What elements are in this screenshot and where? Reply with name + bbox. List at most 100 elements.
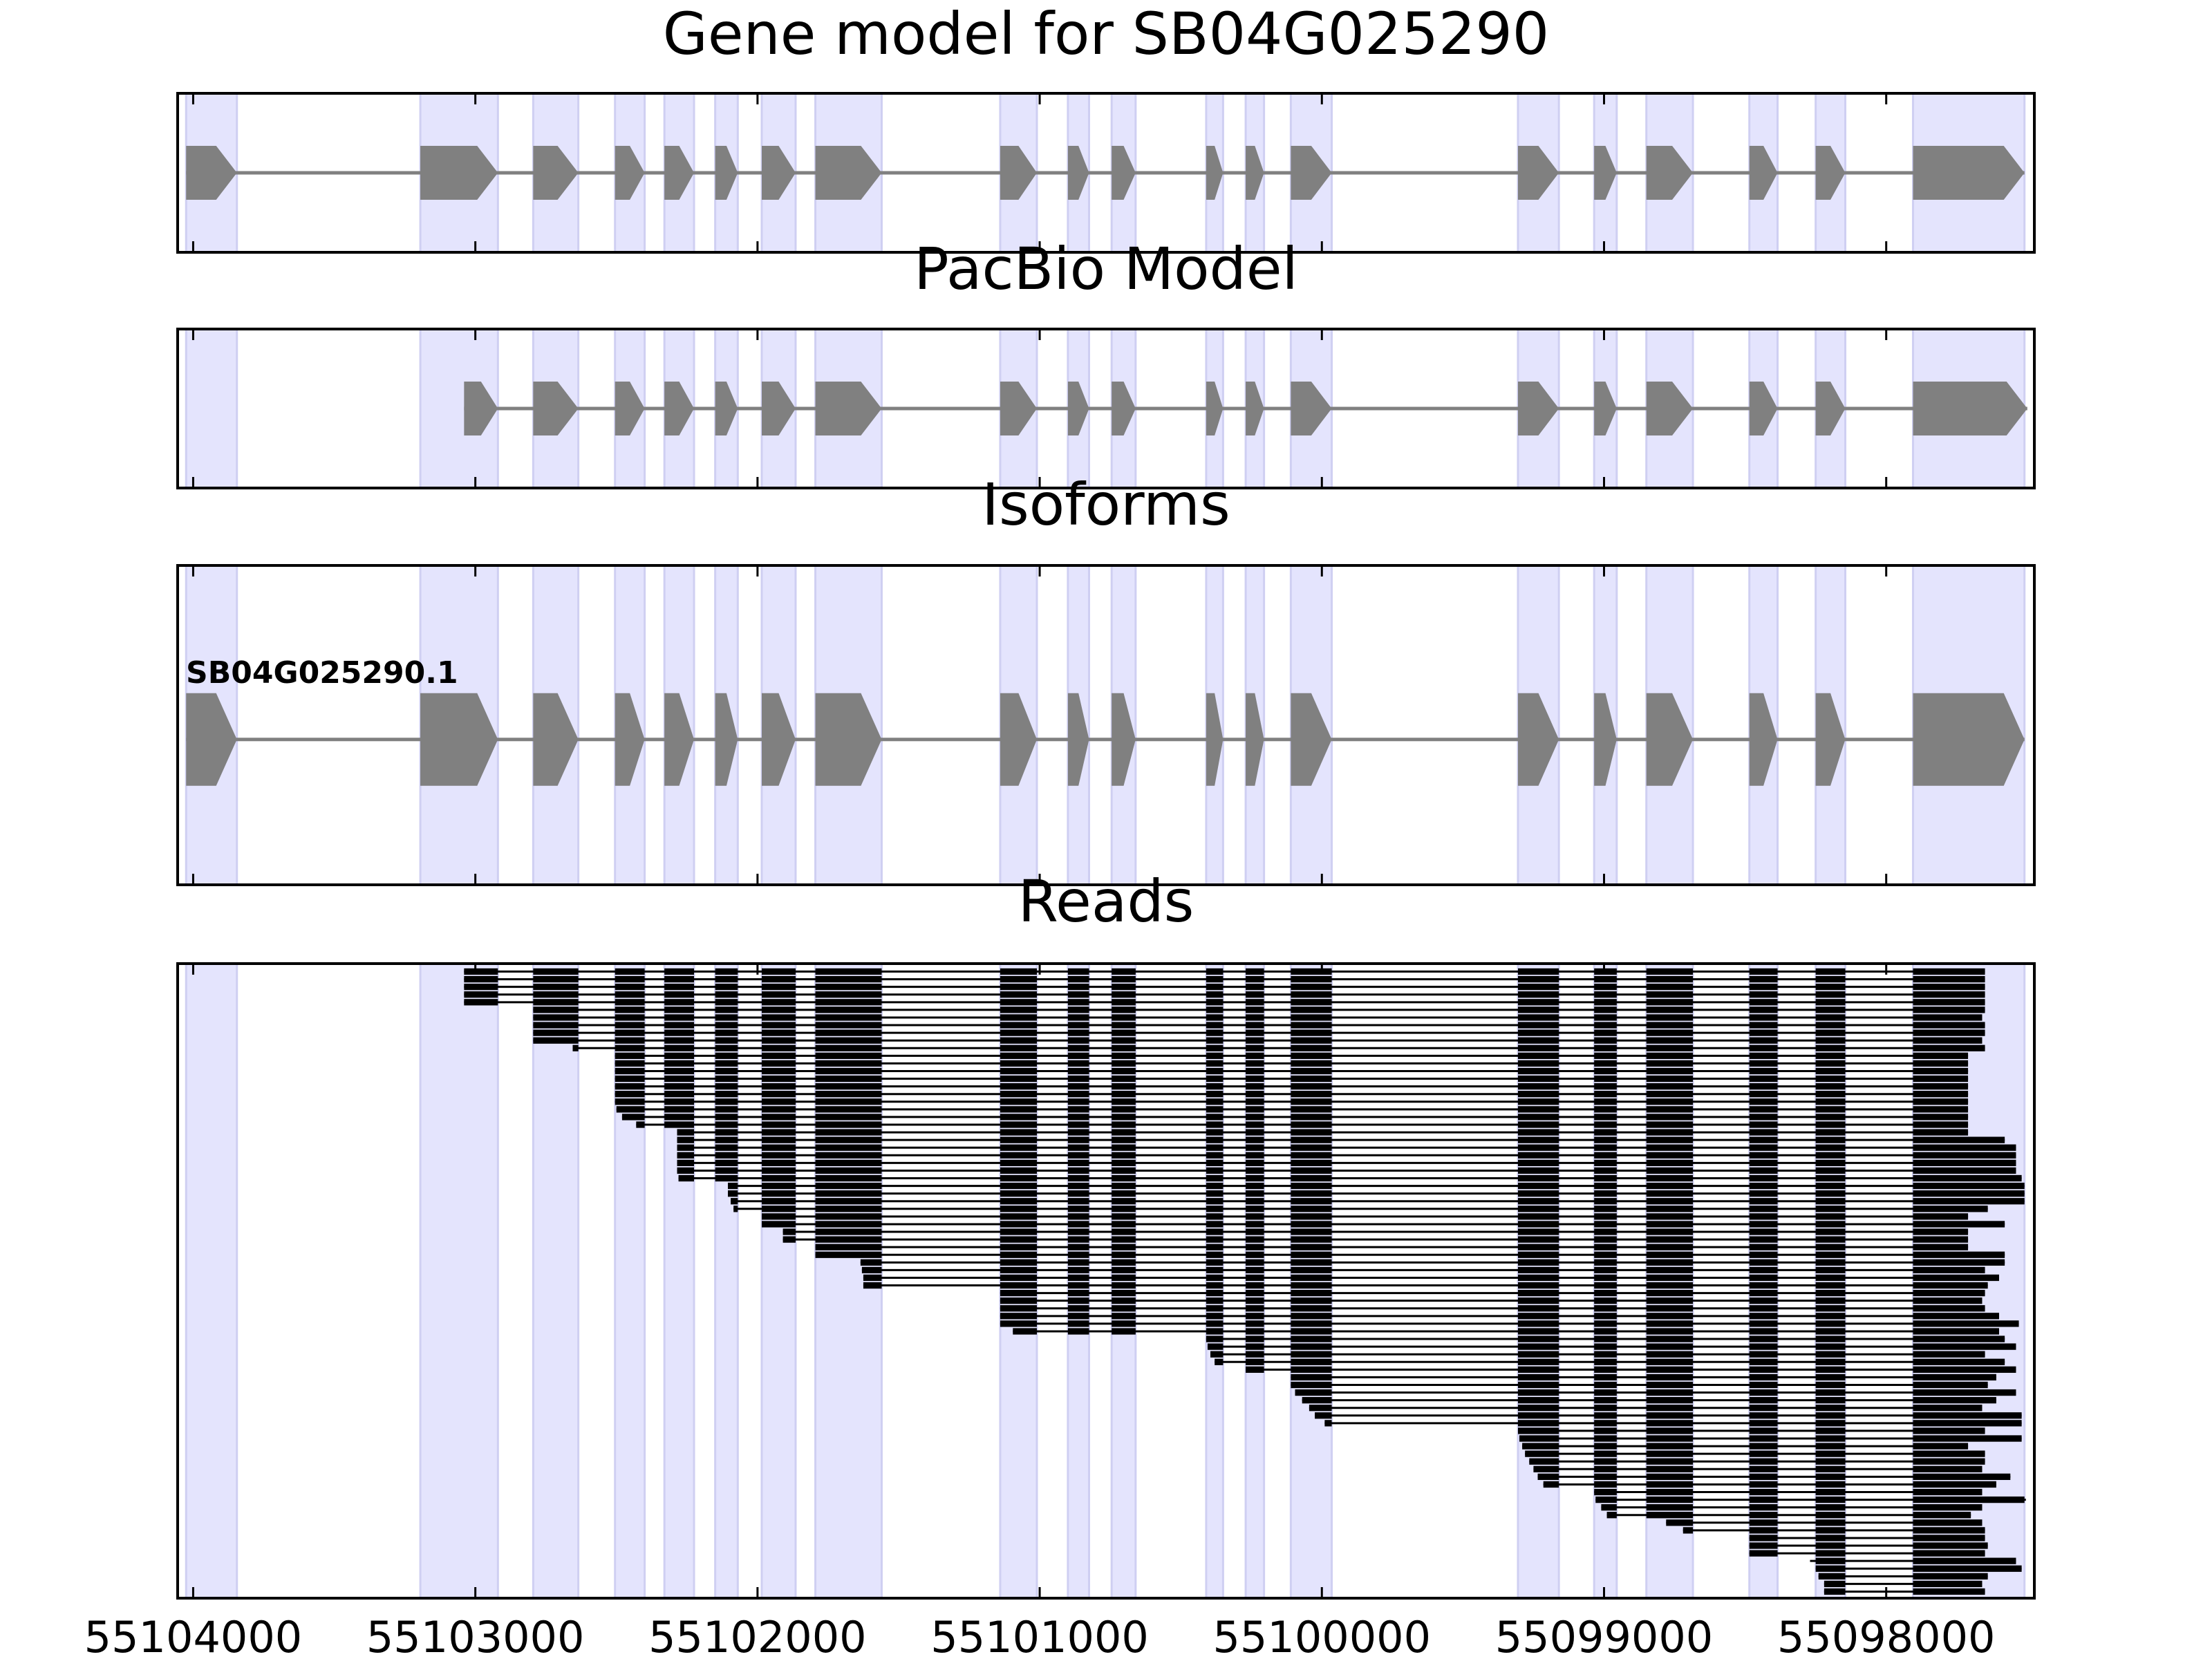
read-block <box>1646 1129 1694 1136</box>
exon <box>186 146 237 200</box>
read-block <box>815 1075 882 1082</box>
read-block <box>464 984 498 991</box>
read-block <box>1646 1044 1694 1051</box>
read-block <box>1594 1136 1617 1143</box>
read-block <box>1913 1067 1969 1075</box>
read-block <box>1067 1114 1089 1121</box>
read-block <box>1206 1022 1224 1029</box>
read-block <box>1000 1259 1037 1266</box>
read-block <box>1067 1106 1089 1113</box>
exon <box>1594 146 1617 200</box>
read-block <box>1517 1136 1559 1143</box>
read-block <box>1913 1228 1969 1235</box>
read-block <box>1112 968 1136 975</box>
read-block <box>1913 1588 1985 1595</box>
exon <box>1067 693 1089 786</box>
read-block <box>1815 1313 1846 1320</box>
read-block <box>1067 1129 1089 1136</box>
read-block <box>1646 968 1694 975</box>
read-block <box>1291 1259 1332 1266</box>
read-block <box>1246 1366 1264 1373</box>
read-block <box>1913 1580 1983 1588</box>
read-block <box>1246 1136 1264 1143</box>
read-block <box>1594 1159 1617 1167</box>
read-block <box>1594 1167 1617 1174</box>
read-block <box>715 1174 738 1182</box>
read-block <box>1815 1396 1846 1404</box>
read-block <box>1517 1351 1559 1358</box>
read-block <box>1815 1098 1846 1105</box>
read-block <box>1646 999 1694 1006</box>
read-block <box>1815 984 1846 991</box>
read-block <box>1000 1236 1037 1243</box>
read-block <box>1112 1206 1136 1212</box>
read-block <box>715 1106 738 1113</box>
read-block <box>1913 1366 2016 1373</box>
read <box>1291 1374 1996 1381</box>
read-block <box>1815 1060 1846 1067</box>
read <box>782 1228 1969 1235</box>
read-block <box>1646 1037 1694 1044</box>
read-block <box>677 1159 695 1167</box>
read-block <box>1815 1320 1846 1327</box>
read-block <box>1646 1512 1694 1519</box>
read-block <box>1000 1129 1037 1136</box>
read-block <box>1815 1550 1846 1557</box>
read-block <box>715 1098 738 1105</box>
read-block <box>1000 1091 1037 1098</box>
read-block <box>761 1106 796 1113</box>
read-block <box>1749 1259 1778 1266</box>
read-block <box>533 1014 579 1021</box>
read-block <box>621 1114 645 1121</box>
read-block <box>1517 1244 1559 1250</box>
read-block <box>1291 1167 1332 1174</box>
read-block <box>1067 1159 1089 1167</box>
read-block <box>1749 1405 1778 1412</box>
read-block <box>1913 1519 1983 1526</box>
read-block <box>761 1067 796 1075</box>
read-block <box>761 1144 796 1151</box>
read-block <box>1815 1305 1846 1312</box>
read-block <box>664 1022 695 1029</box>
read-block <box>1206 1221 1224 1228</box>
read-block <box>1291 1121 1332 1128</box>
read-block <box>1517 1320 1559 1327</box>
read-block <box>1291 1328 1332 1335</box>
read-block <box>1646 1396 1694 1404</box>
read-block <box>1067 984 1089 991</box>
read-block <box>1067 1121 1089 1128</box>
read-block <box>1646 1435 1694 1442</box>
exon <box>715 693 738 786</box>
read-block <box>1112 1014 1136 1021</box>
read-block <box>1646 1167 1694 1174</box>
read-block <box>1594 991 1617 998</box>
read-block <box>1246 1167 1264 1174</box>
read-block <box>1206 1282 1224 1289</box>
read-block <box>1913 1535 1985 1541</box>
read-block <box>1913 1052 1969 1059</box>
read-block <box>1815 1174 1846 1182</box>
read-block <box>1913 1527 1985 1534</box>
read-block <box>1646 1343 1694 1350</box>
read-block <box>1206 1129 1224 1136</box>
read-block <box>1749 1427 1778 1434</box>
read <box>1000 1297 1983 1304</box>
read-block <box>1913 1129 1969 1136</box>
read-block <box>1594 1029 1617 1036</box>
read-block <box>1815 1244 1846 1250</box>
read-block <box>1646 1450 1694 1457</box>
read <box>677 1129 1969 1136</box>
read-block <box>1913 975 1985 983</box>
read-block <box>761 1098 796 1105</box>
read <box>860 1259 2005 1266</box>
read-block <box>1594 1427 1617 1434</box>
read-block <box>615 1044 645 1051</box>
exon <box>1517 693 1559 786</box>
read-block <box>1315 1412 1332 1419</box>
read-block <box>1291 1221 1332 1228</box>
read <box>1525 1450 1985 1457</box>
read-block <box>1246 1351 1264 1358</box>
exon <box>1291 693 1332 786</box>
read-block <box>464 999 498 1006</box>
read-block <box>1210 1351 1224 1358</box>
